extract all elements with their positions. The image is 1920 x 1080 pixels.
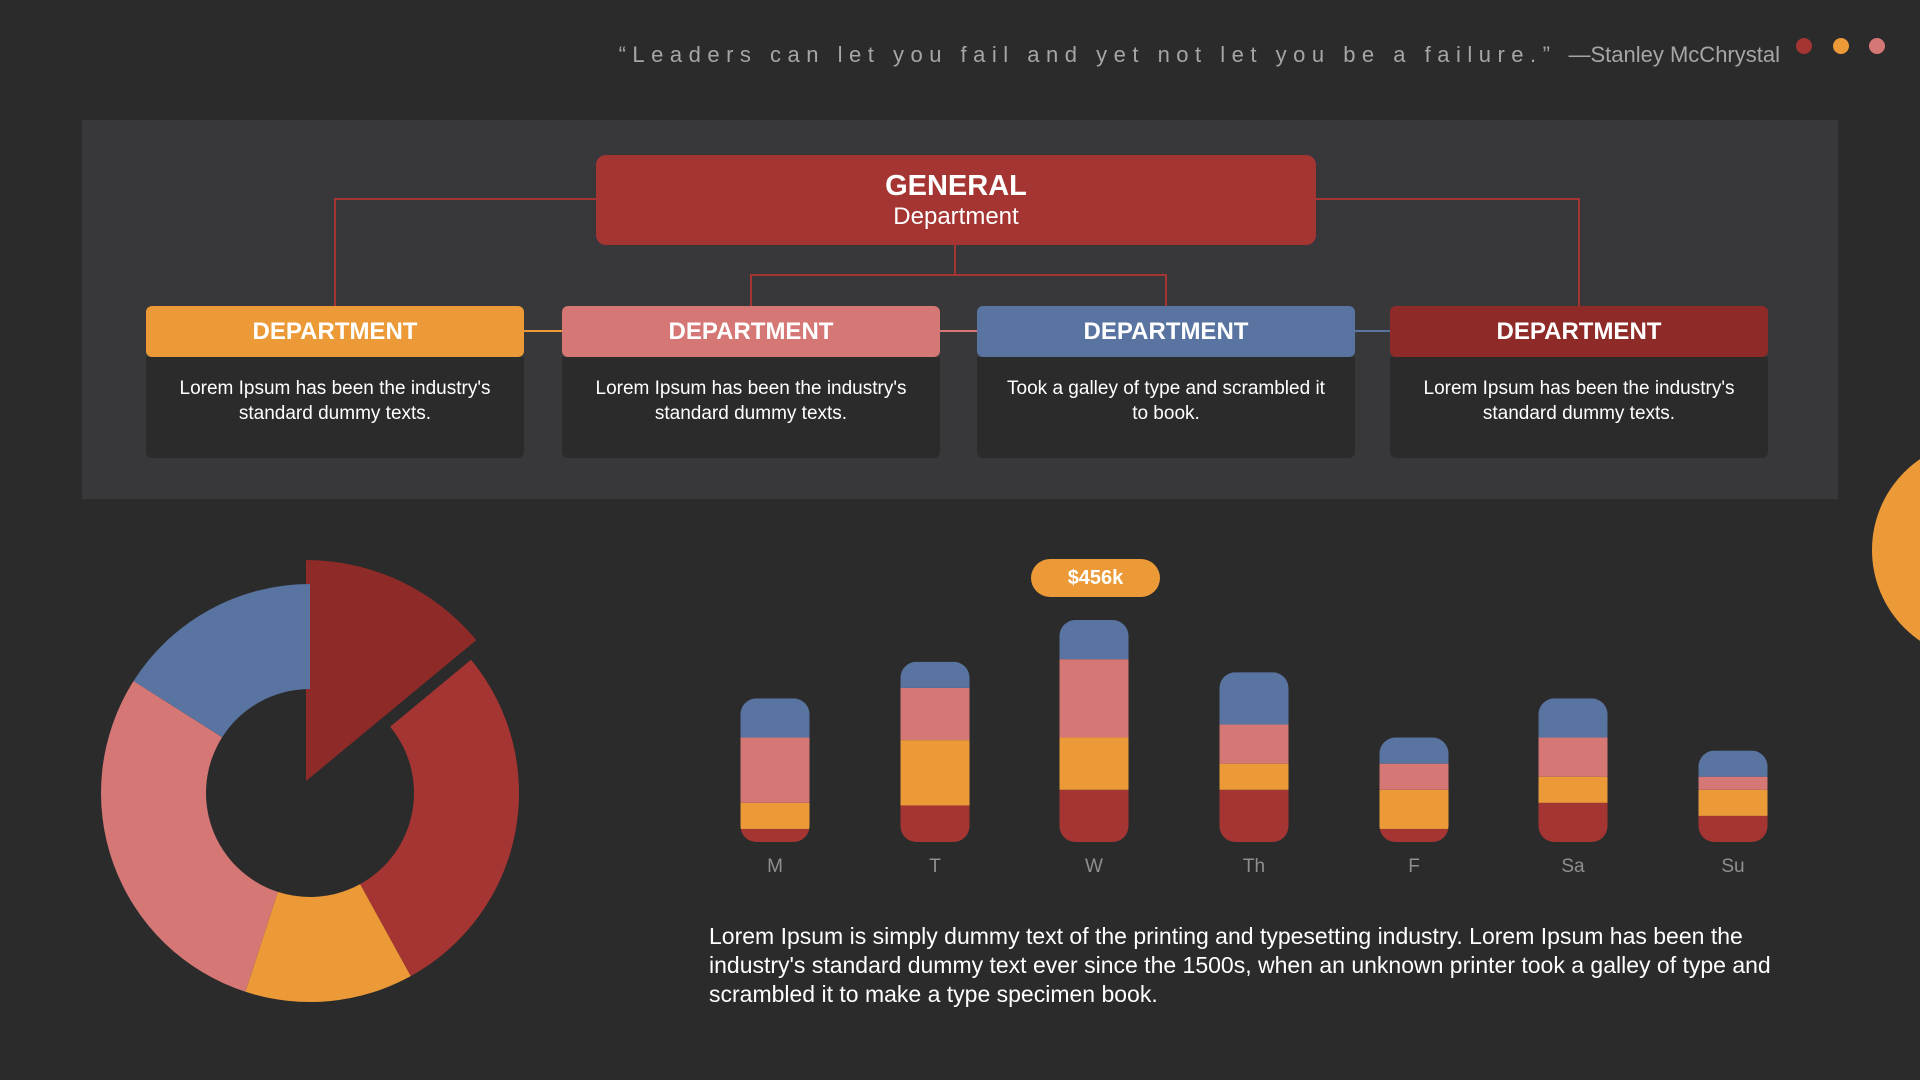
donut-slice-4 [101, 681, 278, 992]
department-header-3: DEPARTMENT [977, 306, 1355, 357]
bar-segment-F-3 [1379, 763, 1449, 790]
bar-segment-W-2 [1059, 737, 1129, 790]
department-text-1: Lorem Ipsum has been the industry's stan… [179, 378, 491, 424]
department-card-2: Lorem Ipsum has been the industry's stan… [562, 357, 940, 458]
bar-segment-M-3 [740, 737, 810, 803]
quote: “Leaders can let you fail and yet not le… [619, 42, 1780, 68]
bar-segment-W-1 [1059, 789, 1129, 842]
quote-text: “Leaders can let you fail and yet not le… [618, 42, 1557, 67]
bar-segment-T-3 [900, 687, 970, 741]
bar-segment-F-4 [1379, 737, 1449, 764]
bar-stack-Su [1698, 750, 1768, 842]
x-tick-label-F: F [1408, 856, 1420, 877]
bar-segment-Th-3 [1219, 724, 1289, 764]
department-header-1: DEPARTMENT [146, 306, 524, 357]
general-department-box: GENERAL Department [596, 155, 1316, 245]
bar-segment-T-4 [900, 661, 970, 688]
bar-segment-Sa-2 [1538, 776, 1608, 803]
department-header-4: DEPARTMENT [1390, 306, 1768, 357]
donut-slice-1 [306, 560, 477, 781]
body-paragraph: Lorem Ipsum is simply dummy text of the … [709, 923, 1771, 1007]
bar-stack-Sa [1538, 698, 1608, 842]
bar-stack-Th [1219, 672, 1289, 842]
department-text-2: Lorem Ipsum has been the industry's stan… [595, 378, 907, 424]
donut-slice-5 [133, 584, 310, 738]
x-tick-label-Sa: Sa [1561, 856, 1585, 877]
bar-segment-M-2 [740, 802, 810, 829]
bar-segment-Sa-4 [1538, 698, 1608, 738]
bar-segment-Th-4 [1219, 672, 1289, 725]
bar-stack-T [900, 661, 970, 842]
department-header-2: DEPARTMENT [562, 306, 940, 357]
x-tick-label-M: M [767, 856, 783, 877]
bar-segment-Su-3 [1698, 776, 1768, 790]
x-tick-label-Su: Su [1721, 856, 1744, 877]
highlight-value-badge: $456k [1031, 559, 1160, 597]
bar-segment-F-1 [1379, 828, 1449, 842]
bar-segment-F-2 [1379, 789, 1449, 829]
quote-author: —Stanley McChrystal [1568, 42, 1780, 67]
decor-dot-red [1796, 38, 1812, 54]
bar-segment-M-1 [740, 828, 810, 842]
bar-stack-W [1059, 620, 1129, 842]
department-card-3: Took a galley of type and scrambled it t… [977, 357, 1355, 458]
bar-segment-Th-1 [1219, 789, 1289, 842]
general-subtitle: Department [893, 203, 1019, 230]
department-card-1: Lorem Ipsum has been the industry's stan… [146, 357, 524, 458]
x-tick-label-Th: Th [1243, 856, 1265, 877]
bar-segment-T-2 [900, 740, 970, 806]
department-text-4: Lorem Ipsum has been the industry's stan… [1423, 378, 1735, 424]
general-title: GENERAL [885, 170, 1027, 202]
bar-segment-T-1 [900, 805, 970, 842]
x-tick-label-W: W [1085, 856, 1103, 877]
department-text-3: Took a galley of type and scrambled it t… [1007, 378, 1325, 424]
decor-dot-orange [1833, 38, 1849, 54]
bar-segment-Sa-1 [1538, 802, 1608, 842]
bar-segment-M-4 [740, 698, 810, 738]
bar-segment-Su-1 [1698, 815, 1768, 842]
donut-slice-3 [245, 884, 411, 1002]
x-tick-label-T: T [929, 856, 941, 877]
decor-dot-pink [1869, 38, 1885, 54]
bar-segment-W-4 [1059, 620, 1129, 660]
bar-stack-F [1379, 737, 1449, 842]
bar-segment-W-3 [1059, 659, 1129, 738]
bar-segment-Th-2 [1219, 763, 1289, 790]
bar-stack-M [740, 698, 810, 842]
bar-segment-Su-4 [1698, 750, 1768, 777]
department-card-4: Lorem Ipsum has been the industry's stan… [1390, 357, 1768, 458]
donut-slice-2 [360, 659, 520, 977]
bar-segment-Sa-3 [1538, 737, 1608, 777]
bar-segment-Su-2 [1698, 789, 1768, 816]
